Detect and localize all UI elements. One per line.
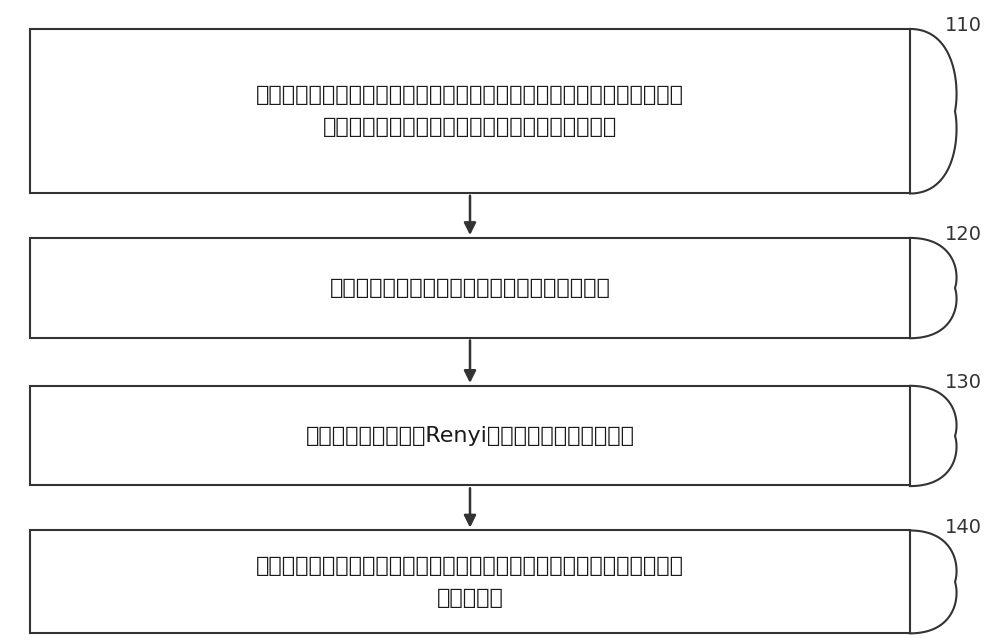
- Bar: [30, 530, 910, 633]
- Text: 130: 130: [945, 373, 982, 392]
- Text: 接收数据采集装置输出的任一成像模态类型的数字信号；其中，所述任一
成像模态类型包括光声模态、超声模态或弹性模态: 接收数据采集装置输出的任一成像模态类型的数字信号；其中，所述任一 成像模态类型包…: [256, 84, 684, 138]
- Text: 110: 110: [945, 16, 982, 35]
- Bar: [30, 29, 910, 193]
- Text: 140: 140: [945, 518, 982, 537]
- Text: 将所述数字信号采用中值滤波输出第一数字信号: 将所述数字信号采用中值滤波输出第一数字信号: [330, 278, 610, 298]
- Text: 基于所述第一数字信号和所述第二数字信号确定所述任一成像模态类型的
滤波后信号: 基于所述第一数字信号和所述第二数字信号确定所述任一成像模态类型的 滤波后信号: [256, 556, 684, 608]
- Text: 将所述数字信号采用Renyi熵滤波输出第二数字信号: 将所述数字信号采用Renyi熵滤波输出第二数字信号: [306, 426, 635, 446]
- Bar: [30, 238, 910, 338]
- Text: 120: 120: [945, 225, 982, 244]
- Bar: [30, 386, 910, 485]
